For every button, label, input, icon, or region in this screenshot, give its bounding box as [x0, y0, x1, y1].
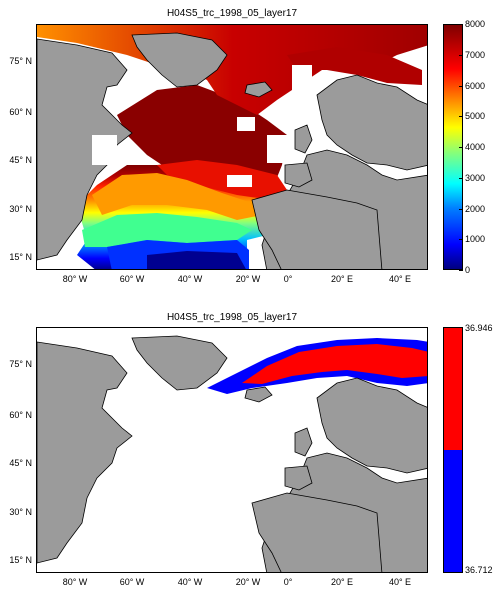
- colorbar-top-tickmark: [459, 177, 463, 179]
- lon-label-20w-bottom: 20° W: [235, 577, 261, 587]
- land-greenland: [131, 32, 228, 88]
- lon-label-60w-top: 60° W: [119, 274, 145, 284]
- land-africa-b: [251, 492, 383, 572]
- empty-patch-2: [267, 135, 289, 163]
- colorbar-bottom-tick-min: 36.712: [465, 565, 493, 575]
- land-british-isles-b: [294, 427, 313, 457]
- land-british-isles: [294, 124, 313, 154]
- land-bottom: [37, 335, 427, 572]
- lat-label-60n-bottom: 60° N: [9, 410, 32, 420]
- empty-patch-4: [292, 65, 312, 90]
- field-tropical-green: [82, 213, 252, 247]
- lat-label-60n-top: 60° N: [9, 107, 32, 117]
- colorbar-top-tick: 7000: [465, 49, 486, 60]
- map-title-top: H04S5_trc_1998_05_layer17: [166, 8, 298, 19]
- map-bottom-canvas: [37, 335, 427, 572]
- lat-label-75n-top: 75° N: [9, 56, 32, 66]
- colorbar-bottom-tick-max: 36.946: [465, 323, 493, 333]
- empty-ocean-top: [92, 65, 312, 187]
- lon-label-40w-bottom: 40° W: [177, 577, 203, 587]
- land-greenland-b: [131, 335, 228, 391]
- colorbar-top-tick: 3000: [465, 172, 486, 183]
- map-title-bottom: H04S5_trc_1998_05_layer17: [166, 312, 298, 323]
- colorbar-top-tickmark: [459, 54, 463, 56]
- colorbar-top-tick: 4000: [465, 142, 486, 152]
- lon-label-20e-bottom: 20° E: [330, 577, 354, 587]
- lat-label-45n-bottom: 45° N: [9, 458, 32, 468]
- empty-patch-1: [237, 117, 255, 131]
- land-iceland-b: [244, 386, 273, 403]
- lat-label-30n-bottom: 30° N: [9, 507, 32, 517]
- field-sargasso: [92, 173, 262, 220]
- map-top: [36, 24, 428, 270]
- lon-label-40e-bottom: 40° E: [388, 577, 412, 587]
- empty-patch-3: [227, 175, 252, 187]
- lon-label-60w-bottom: 60° W: [119, 577, 145, 587]
- lat-label-15n-bottom: 15° N: [9, 555, 32, 565]
- lat-label-75n-bottom: 75° N: [9, 359, 32, 369]
- lon-label-0-top: 0°: [283, 274, 293, 284]
- colorbar-top-tick: 5000: [465, 111, 486, 122]
- lon-label-80w-top: 80° W: [62, 274, 88, 284]
- map-top-canvas: [37, 25, 427, 269]
- lat-label-15n-top: 15° N: [9, 252, 32, 262]
- colorbar-top-tickmark: [459, 116, 463, 118]
- land-scandinavia: [316, 74, 427, 171]
- lon-label-40w-top: 40° W: [177, 274, 203, 284]
- colorbar-bottom: [443, 327, 463, 573]
- colorbar-top-tick: 8000: [465, 19, 486, 29]
- colorbar-top-tick: 1000: [465, 234, 486, 245]
- colorbar-top-tick: 2000: [465, 203, 486, 214]
- land-north-america: [37, 38, 133, 261]
- colorbar-top-tickmark: [459, 24, 463, 25]
- land-iceland: [244, 81, 273, 98]
- lon-label-0-bottom: 0°: [283, 577, 293, 587]
- land-scandinavia-b: [316, 377, 427, 474]
- lon-label-40e-top: 40° E: [388, 274, 412, 284]
- empty-patch-5: [92, 135, 117, 165]
- land-africa: [251, 189, 383, 269]
- lon-label-20e-top: 20° E: [330, 274, 354, 284]
- land-north-america-b: [37, 341, 133, 564]
- field-tropical-deep: [147, 251, 246, 269]
- lon-label-20w-top: 20° W: [235, 274, 261, 284]
- field-nordic-red: [242, 344, 427, 384]
- map-bottom: [36, 327, 428, 573]
- colorbar-top-tickmark: [459, 147, 463, 148]
- lat-label-45n-top: 45° N: [9, 155, 32, 165]
- colorbar-top-tickmark: [459, 239, 463, 241]
- field-barents: [287, 47, 422, 85]
- colorbar-top-tick: 6000: [465, 80, 486, 91]
- colorbar-top-tick: 0: [465, 265, 471, 275]
- lon-label-80w-bottom: 80° W: [62, 577, 88, 587]
- land-iberia: [284, 162, 313, 188]
- field-nordic: [37, 25, 427, 115]
- land-iberia-b: [284, 465, 313, 491]
- colorbar-top-tickmark: [459, 85, 463, 87]
- lat-label-30n-top: 30° N: [9, 204, 32, 214]
- colorbar-top-tickmark: [459, 208, 463, 210]
- field-atlantic-mid: [157, 160, 287, 200]
- land-top: [37, 32, 427, 269]
- colorbar-top-tickmark: [459, 270, 463, 271]
